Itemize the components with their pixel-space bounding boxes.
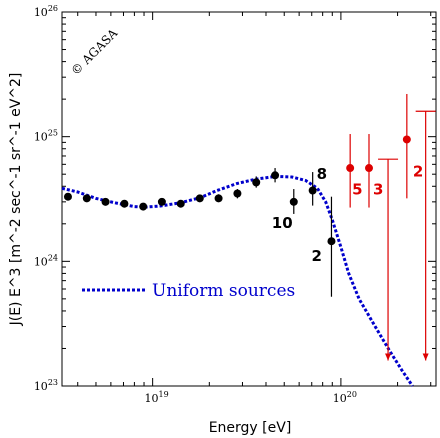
y-tick-label: 1025 [34, 129, 58, 144]
event-count-label: 3 [373, 180, 383, 198]
event-count-label: 5 [352, 180, 362, 198]
data-point [195, 194, 204, 203]
legend-label: Uniform sources [152, 281, 295, 301]
event-count-label: 10 [272, 214, 293, 232]
data-point [364, 164, 373, 173]
event-count-label: 2 [311, 247, 321, 265]
y-tick-label: 1024 [34, 253, 58, 268]
data-point [176, 199, 185, 208]
data-point [346, 164, 355, 173]
data-point [101, 197, 110, 206]
data-point [308, 186, 317, 195]
data-point [289, 197, 298, 206]
data-point [157, 197, 166, 206]
x-tick-label: 1019 [145, 390, 169, 405]
data-point [214, 194, 223, 203]
data-point [120, 199, 129, 208]
data-point [63, 192, 72, 201]
y-tick-label: 1023 [34, 378, 58, 393]
count-labels-layer: 10 8 2 5 3 2 [272, 163, 423, 265]
data-point [402, 135, 411, 144]
y-tick-label: 1026 [34, 4, 58, 19]
data-point [327, 237, 336, 246]
data-point [252, 178, 261, 187]
x-axis-title: Energy [eV] [209, 420, 292, 436]
legend: Uniform sources [82, 281, 295, 301]
upper-limit-arrow [385, 353, 392, 361]
data-point [139, 202, 148, 211]
y-axis-title: J(E) E^3 [m^-2 sec^-1 sr^-1 eV^2] [8, 73, 24, 327]
event-count-label: 2 [413, 163, 423, 181]
upper-limit-arrow [422, 353, 429, 361]
data-point [233, 189, 242, 198]
data-point [82, 194, 91, 203]
data-point [271, 171, 280, 180]
event-count-label: 8 [317, 165, 327, 183]
plot-area [61, 11, 437, 387]
x-tick-label: 1020 [333, 390, 357, 405]
data-points-layer [63, 93, 436, 361]
